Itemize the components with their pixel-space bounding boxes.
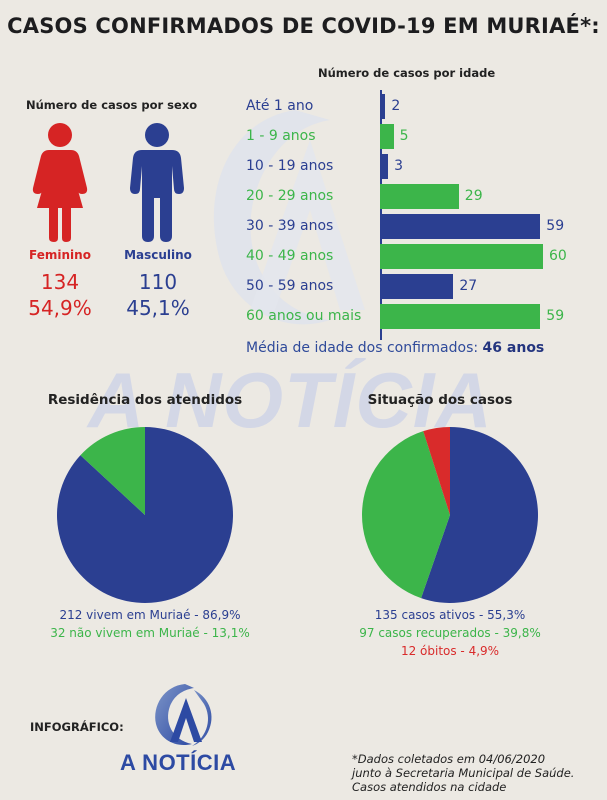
watermark-logo-icon: [213, 110, 365, 325]
age-category-label: 50 - 59 anos: [246, 278, 334, 294]
age-bar: [380, 94, 386, 119]
status-legend-active: 135 casos ativos - 55,3%: [374, 608, 526, 622]
age-subtitle: Número de casos por idade: [318, 66, 496, 80]
status-pie-chart: [362, 427, 538, 603]
mean-age-value: 46 anos: [482, 340, 545, 356]
male-count: 110: [138, 270, 178, 294]
age-bar-value: 29: [464, 188, 483, 204]
age-category-label: 10 - 19 anos: [246, 158, 334, 174]
age-category-label: 20 - 29 anos: [246, 188, 334, 204]
male-percentage: 45,1%: [126, 296, 190, 320]
age-bar-value: 5: [399, 128, 409, 144]
sex-subtitle: Número de casos por sexo: [26, 98, 198, 112]
age-category-label: 60 anos ou mais: [246, 308, 362, 324]
status-legend-recovered: 97 casos recuperados - 39,8%: [359, 626, 541, 640]
age-category-label: 1 - 9 anos: [246, 128, 316, 144]
age-bar-value: 59: [546, 308, 565, 324]
age-bar: [380, 184, 459, 209]
female-figure-icon: [32, 123, 88, 242]
age-bar: [380, 304, 541, 329]
pie-slice: [362, 431, 450, 599]
footnote: *Dados coletados em 04/06/2020 junto à S…: [352, 752, 574, 794]
female-percentage: 54,9%: [28, 296, 92, 320]
pie-slice: [421, 427, 538, 603]
age-bar: [380, 214, 541, 239]
age-category-label: Até 1 ano: [246, 98, 314, 114]
age-bar: [380, 154, 389, 179]
age-category-label: 40 - 49 anos: [246, 248, 334, 264]
male-label: Masculino: [124, 248, 192, 262]
age-bar-value: 27: [459, 278, 478, 294]
status-title: Situação dos casos: [367, 392, 513, 408]
age-bar: [380, 244, 543, 269]
age-bar-value: 3: [394, 158, 404, 174]
female-count: 134: [40, 270, 80, 294]
age-bar: [380, 124, 394, 149]
residence-title: Residência dos atendidos: [47, 392, 243, 408]
status-legend-deaths: 12 óbitos - 4,9%: [400, 644, 500, 658]
pie-slice: [80, 427, 145, 515]
credit-label: INFOGRÁFICO:: [30, 720, 124, 734]
age-bar-value: 59: [546, 218, 565, 234]
footnote-line-1: *Dados coletados em 04/06/2020: [352, 752, 546, 766]
pie-slice: [423, 427, 450, 515]
footnote-line-2: junto à Secretaria Municipal de Saúde.: [352, 766, 575, 780]
footnote-line-3: Casos atendidos na cidade: [352, 780, 507, 794]
age-bar-value: 2: [391, 98, 401, 114]
mean-age-label: Média de idade dos confirmados:: [246, 340, 479, 356]
pie-slice: [56, 427, 233, 603]
brand-name: A NOTÍCIA: [120, 750, 237, 775]
age-bar: [380, 274, 454, 299]
mean-age: Média de idade dos confirmados: 46 anos: [246, 340, 544, 356]
residence-legend-muriae: 212 vivem em Muriaé - 86,9%: [59, 608, 241, 622]
female-label: Feminino: [29, 248, 91, 262]
age-category-label: 30 - 39 anos: [246, 218, 334, 234]
page-title: CASOS CONFIRMADOS DE COVID-19 EM MURIAÉ*…: [7, 14, 600, 38]
age-bar-value: 60: [549, 248, 567, 264]
residence-legend-outside: 32 não vivem em Muriaé - 13,1%: [50, 626, 250, 640]
brand-logo-icon: [155, 684, 212, 746]
residence-pie-chart: [56, 427, 233, 603]
male-figure-icon: [130, 123, 184, 242]
